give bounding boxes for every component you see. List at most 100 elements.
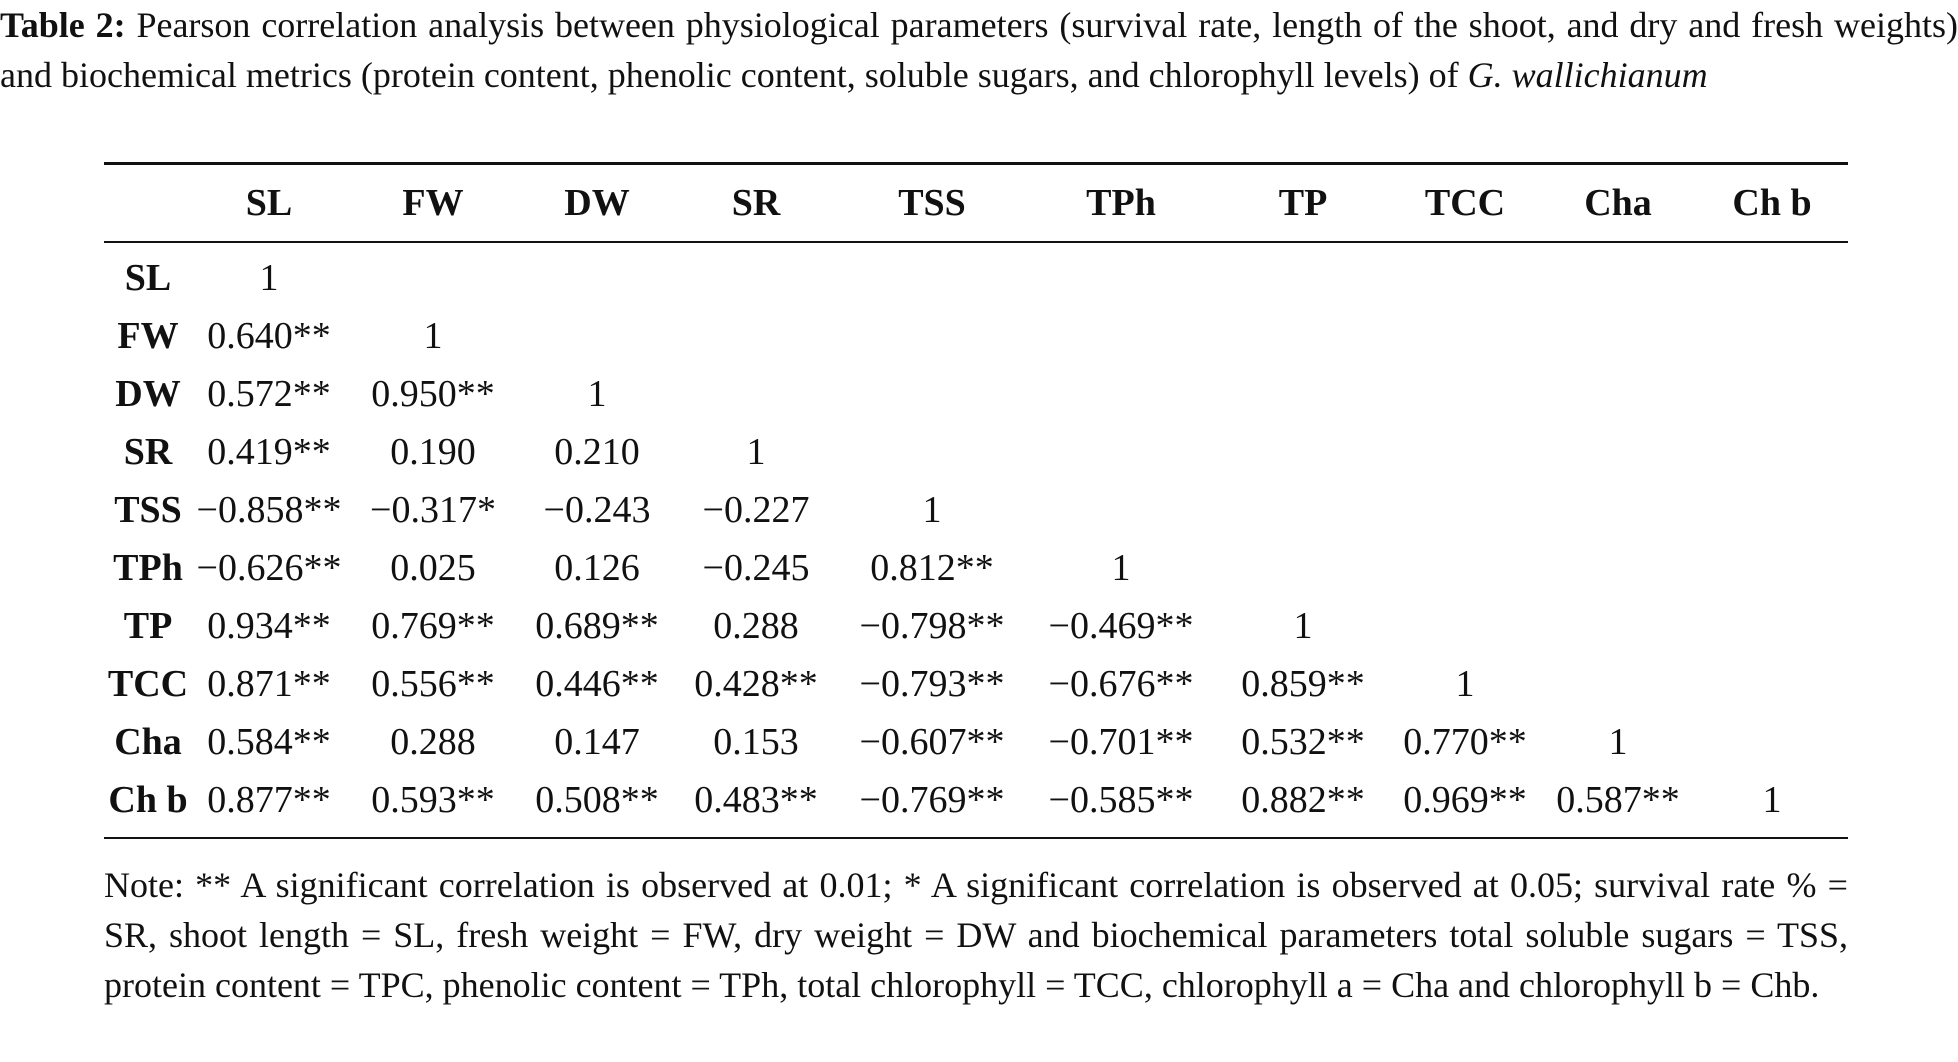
table-cell: 0.153 [713,721,799,763]
column-header: DW [564,182,630,224]
table-row: TSS −0.858** −0.317* −0.243 −0.227 1 [104,481,1848,539]
table-cell: −0.317* [370,489,496,531]
row-header: TCC [107,663,189,705]
table-cell: 0.572** [207,373,331,415]
table-cell: 1 [1608,721,1628,763]
table-row: SR 0.419** 0.190 0.210 1 [104,423,1848,481]
table-cell [1390,481,1540,539]
table-cell [1390,242,1540,307]
table-cell: 0.556** [371,663,495,705]
table-cell [1696,307,1848,365]
table-cell [1696,597,1848,655]
table-cell [1696,423,1848,481]
table-cell: 1 [1455,663,1475,705]
table-cell: 0.147 [554,721,640,763]
table-cell [1540,307,1696,365]
table-cell [838,423,1026,481]
row-header: DW [115,373,181,415]
table-cell: −0.769** [859,779,1005,821]
column-header: TP [1278,182,1328,224]
table-cell: 0.812** [870,547,994,589]
table-cell: 0.640** [207,315,331,357]
table-cell: −0.227 [702,489,810,531]
table-cell: −0.607** [859,721,1005,763]
column-header: SR [731,182,781,224]
table-row: FW 0.640** 1 [104,307,1848,365]
table-cell [1216,423,1390,481]
row-header: Ch b [108,779,188,821]
table-cell: 1 [746,431,766,473]
caption-text: Pearson correlation analysis between phy… [0,5,1958,95]
row-header: FW [117,315,179,357]
table-cell: −0.858** [196,489,342,531]
table-cell: −0.585** [1048,779,1194,821]
table-row: DW 0.572** 0.950** 1 [104,365,1848,423]
table-cell [1540,242,1696,307]
caption-label: Table 2: [0,5,126,45]
table-cell: 0.770** [1403,721,1527,763]
table-cell: 0.877** [207,779,331,821]
table-cell [674,365,838,423]
table-cell [520,242,674,307]
table-cell [1390,423,1540,481]
table-row: Cha 0.584** 0.288 0.147 0.153 −0.607** −0.701*… [104,713,1848,771]
table-cell: 0.210 [554,431,640,473]
table-cell [1696,539,1848,597]
table-cell [1540,481,1696,539]
table-cell: 1 [1762,779,1782,821]
table-cell [674,307,838,365]
table-cell: 0.532** [1241,721,1365,763]
table-cell: 1 [423,315,443,357]
column-header: Ch b [1732,182,1812,224]
table-cell [1216,307,1390,365]
table-cell [1696,481,1848,539]
table-cell [1540,423,1696,481]
table-cell: 1 [587,373,607,415]
table-cell: −0.245 [702,547,810,589]
table-cell: 0.419** [207,431,331,473]
table-row: TPh −0.626** 0.025 0.126 −0.245 0.812** 1 [104,539,1848,597]
table-cell: 0.428** [694,663,818,705]
table-cell [520,307,674,365]
table-cell: 0.190 [390,431,476,473]
table-cell [1696,365,1848,423]
table-cell: 0.025 [390,547,476,589]
table-cell [1390,539,1540,597]
table-cell: 0.126 [554,547,640,589]
row-header: TSS [114,489,182,531]
correlation-table: SL FW DW SR TSS TPh TP TCC Cha Ch b SL 1 F… [104,162,1848,839]
column-header: FW [402,182,464,224]
table-cell: 1 [1111,547,1131,589]
table-cell [1216,242,1390,307]
table-cell: 0.871** [207,663,331,705]
table-cell: −0.626** [196,547,342,589]
row-header: TP [123,605,173,647]
table-cell: 0.483** [694,779,818,821]
table-cell [1026,365,1216,423]
table-cell [1390,365,1540,423]
table-cell [1216,365,1390,423]
table-cell: 0.969** [1403,779,1527,821]
table-cell [1026,242,1216,307]
column-header: SL [245,182,293,224]
table-cell: 0.769** [371,605,495,647]
table-cell: 1 [259,257,279,299]
table-cell: 0.446** [535,663,659,705]
table-cell: 0.593** [371,779,495,821]
table-cell: 1 [1293,605,1313,647]
table-note: Note: ** A significant correlation is ob… [104,865,1848,1005]
row-header: TPh [113,547,183,589]
caption-species: G. wallichianum [1467,55,1708,95]
table-caption: Table 2: Pearson correlation analysis be… [0,0,1958,100]
table-cell [1026,481,1216,539]
table-cell: −0.793** [859,663,1005,705]
table-cell: 0.859** [1241,663,1365,705]
table-cell: −0.243 [543,489,651,531]
table-cell [674,242,838,307]
table-cell [1390,307,1540,365]
table-row: SL 1 [104,242,1848,307]
table-cell [1540,655,1696,713]
table-cell [1216,481,1390,539]
table-cell [1540,365,1696,423]
table-cell: 0.882** [1241,779,1365,821]
